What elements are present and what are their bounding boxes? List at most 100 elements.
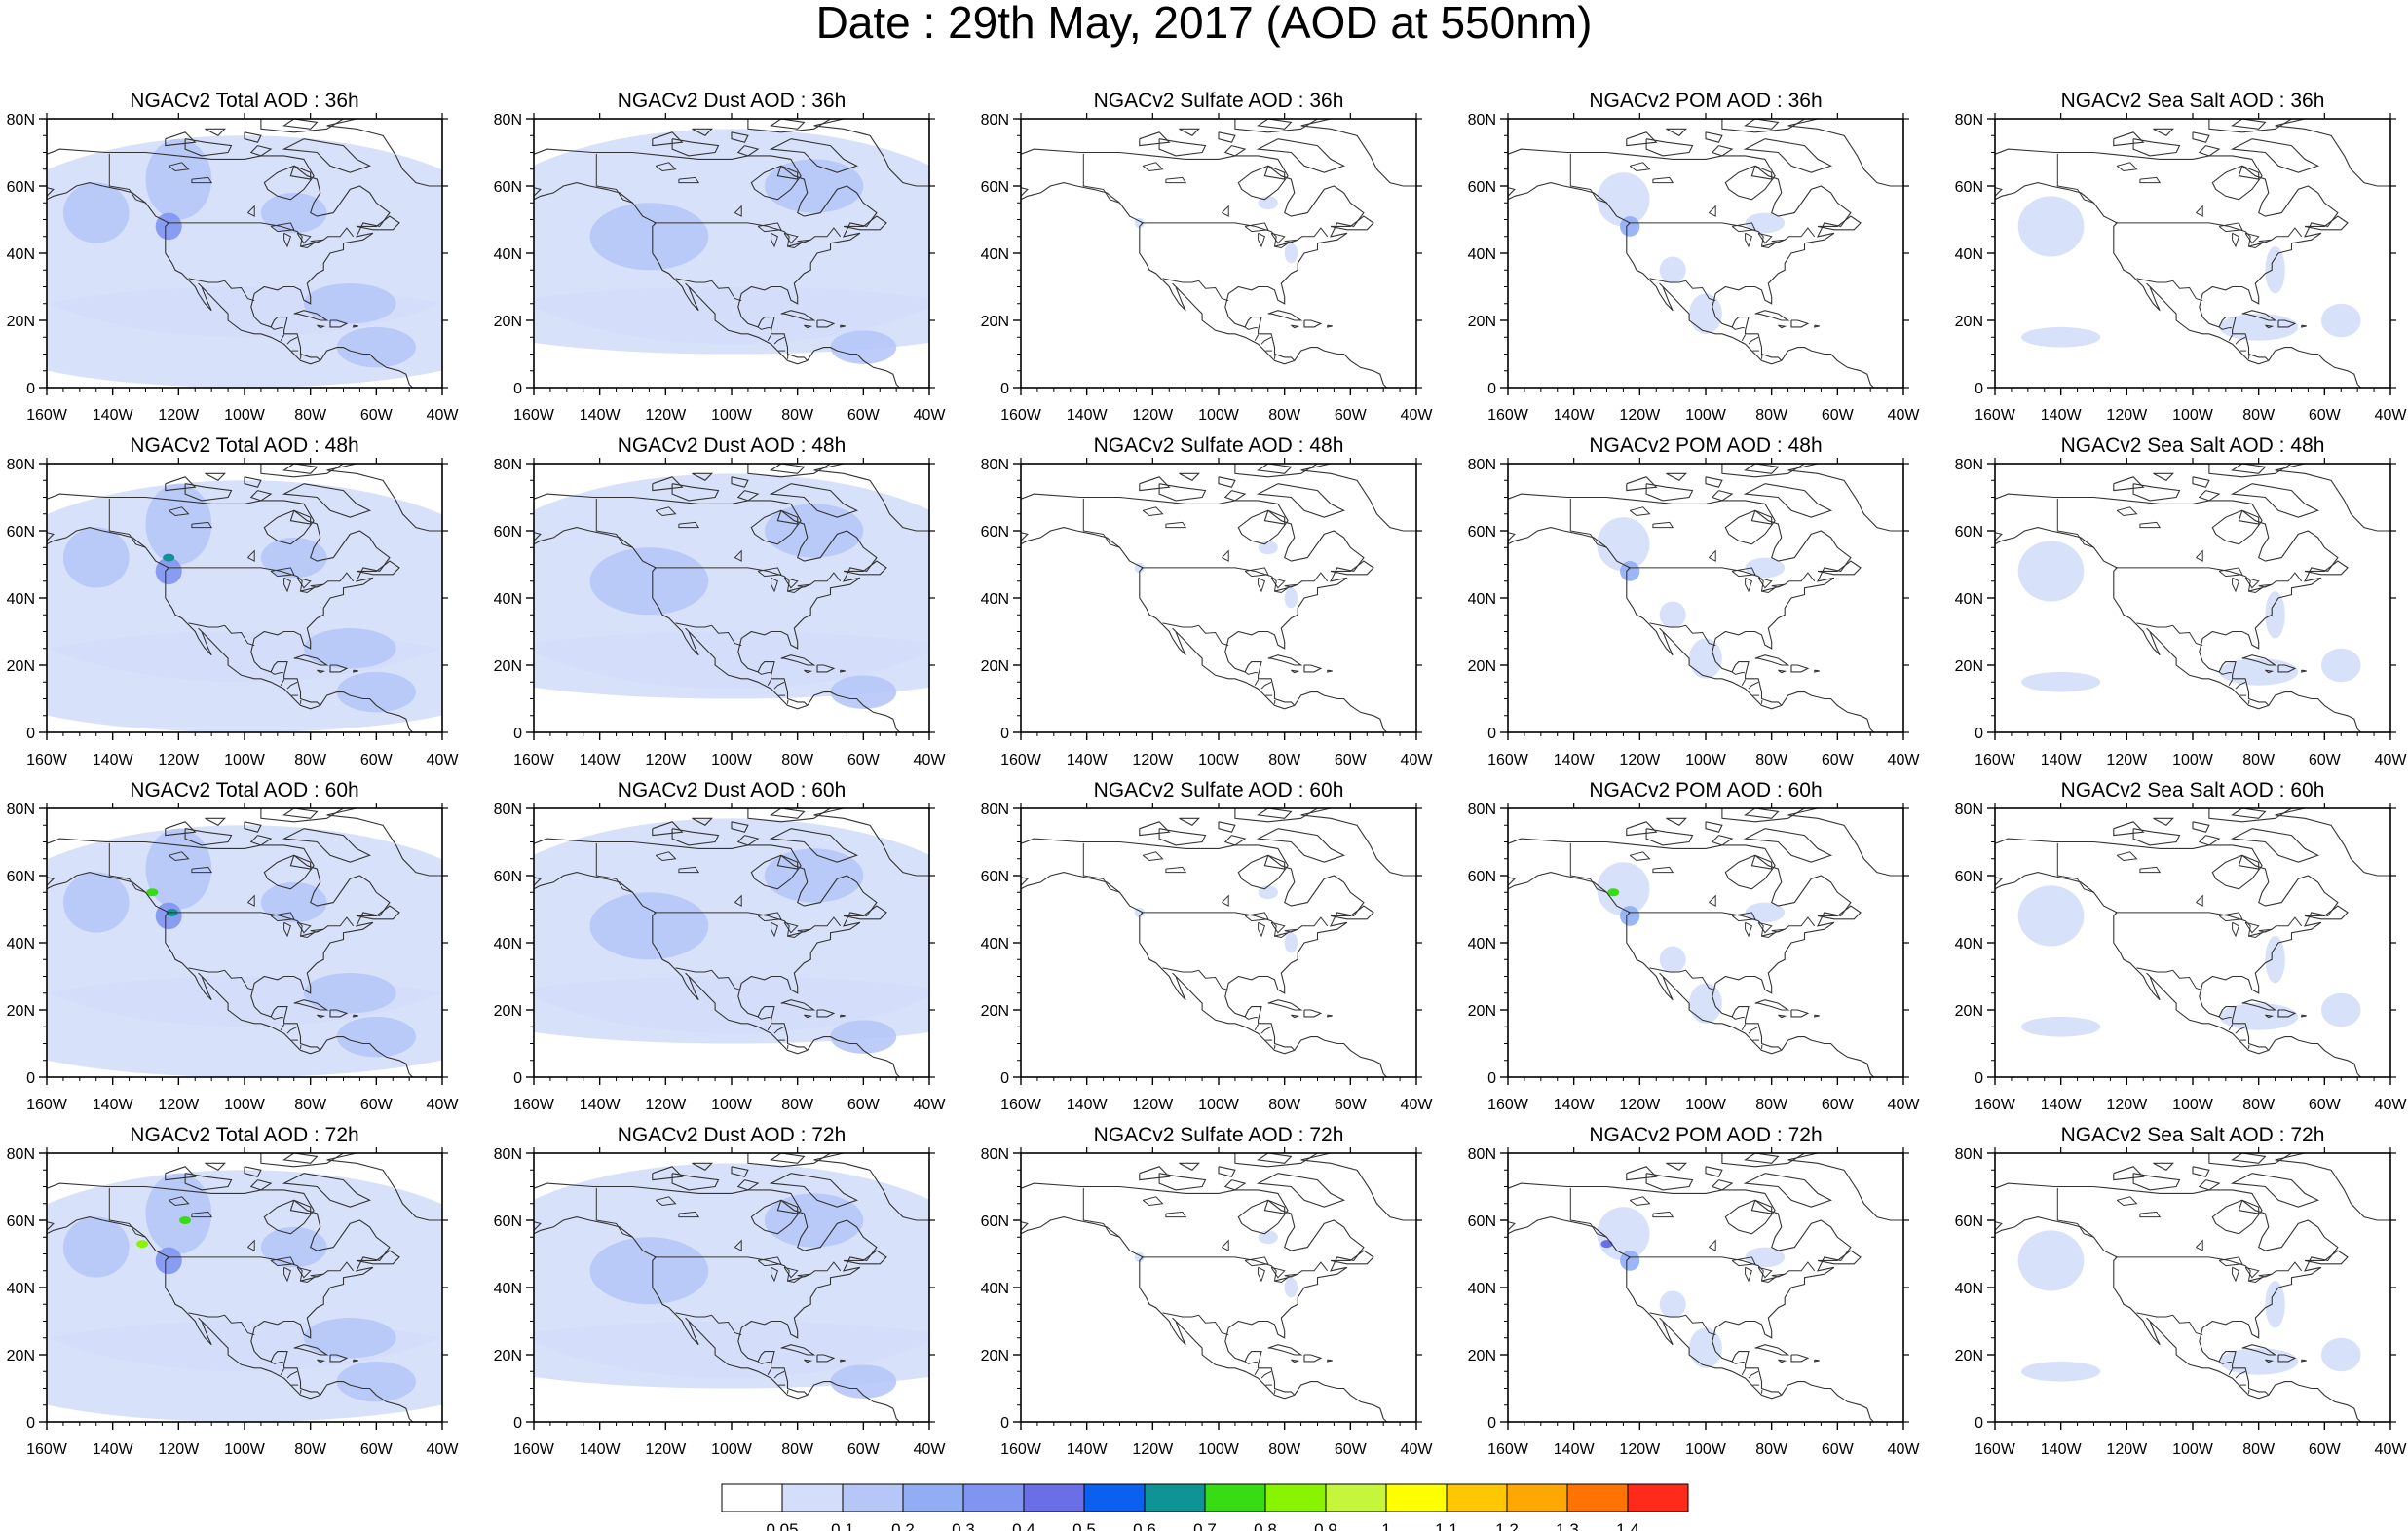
colorbar-swatch xyxy=(1204,1483,1266,1512)
aod-shading xyxy=(2017,196,2085,257)
coastline xyxy=(2230,1173,2320,1208)
coastline xyxy=(2304,1250,2349,1265)
country-border xyxy=(1628,222,1816,247)
lake-outline xyxy=(270,1256,295,1267)
coastline xyxy=(2304,560,2349,576)
country-border xyxy=(2228,679,2234,686)
coastline xyxy=(282,1173,372,1208)
lat-tick-label: 0 xyxy=(1975,1415,1983,1432)
map-panel: NGACv2 Dust AOD : 60h 80N 60N 40N 20N 0 160W 14… xyxy=(494,779,947,1113)
lake-outline xyxy=(2232,1266,2240,1283)
lon-tick-label: 40W xyxy=(2375,1441,2408,1458)
lat-tick-label: 20N xyxy=(494,1348,522,1364)
aod-shading xyxy=(47,631,442,732)
coastline xyxy=(1817,560,1862,576)
aod-shading xyxy=(1597,172,1650,227)
lat-tick-label: 60N xyxy=(981,179,1009,196)
lon-tick-label: 140W xyxy=(2041,1097,2083,1113)
coastline xyxy=(1234,119,1319,133)
coastline xyxy=(1814,324,1820,328)
lake-outline xyxy=(2139,176,2162,184)
aod-field xyxy=(47,1153,442,1422)
coastline xyxy=(2268,1036,2361,1077)
lat-tick-label: 60N xyxy=(494,1214,522,1230)
lon-tick-label: 120W xyxy=(1132,407,1174,424)
lon-tick-label: 100W xyxy=(2172,752,2214,768)
coastline xyxy=(840,669,846,673)
coastline xyxy=(260,808,345,823)
lon-tick-label: 100W xyxy=(2172,1097,2214,1113)
lake-outline xyxy=(2116,851,2138,862)
coastline xyxy=(840,324,846,328)
country-border xyxy=(1741,1024,1747,1030)
lon-tick-label: 60W xyxy=(2309,752,2342,768)
coastline xyxy=(804,324,813,329)
lat-tick-label: 0 xyxy=(1487,381,1496,397)
coastline xyxy=(1263,1199,1286,1214)
coastline xyxy=(2230,138,2320,173)
lake-outline xyxy=(2244,921,2260,934)
lat-tick-label: 20N xyxy=(1468,1003,1496,1020)
country-border xyxy=(675,1312,742,1336)
country-border xyxy=(675,622,742,647)
coastline xyxy=(317,1014,326,1019)
lake-outline xyxy=(678,176,700,184)
country-border xyxy=(1748,1370,1759,1379)
colorbar-swatch xyxy=(902,1483,964,1512)
coastline xyxy=(1626,476,1658,492)
lat-tick-label: 40N xyxy=(494,591,522,608)
lake-outline xyxy=(2218,222,2243,233)
aod-shading xyxy=(1284,243,1298,264)
colorbar-swatch xyxy=(1325,1483,1387,1512)
lon-tick-label: 60W xyxy=(847,407,881,424)
coastline xyxy=(1817,1250,1862,1265)
coastline xyxy=(1139,476,1171,492)
country-border xyxy=(1141,567,1329,592)
aod-shading xyxy=(2021,1016,2101,1037)
aod-shading xyxy=(303,283,396,324)
coastline xyxy=(289,509,312,525)
lake-outline xyxy=(734,205,742,217)
coastline xyxy=(2301,324,2307,328)
country-border xyxy=(188,278,255,302)
map-panel: NGACv2 Sulfate AOD : 60h 80N 60N 40N 20N 0 160… xyxy=(981,779,1434,1113)
coastline xyxy=(1705,821,1723,833)
coastline xyxy=(776,1199,799,1214)
coastline xyxy=(1021,872,1295,1055)
coastline xyxy=(770,808,806,819)
country-border xyxy=(595,153,633,204)
coastline xyxy=(1256,138,1346,173)
coastline xyxy=(1256,828,1346,863)
aod-shading xyxy=(155,902,182,930)
coastline xyxy=(671,483,720,502)
country-border xyxy=(1162,622,1229,647)
coastline xyxy=(1778,1014,1787,1019)
coastline xyxy=(289,1199,312,1214)
lon-tick-label: 60W xyxy=(1822,1097,1855,1113)
country-border xyxy=(654,222,842,247)
lon-tick-label: 160W xyxy=(1000,407,1042,424)
aod-shading xyxy=(1620,561,1640,581)
lake-outline xyxy=(1165,521,1187,529)
coastline xyxy=(1744,1153,1780,1164)
lat-tick-label: 40N xyxy=(1955,1281,1983,1297)
map-panel: NGACv2 Sulfate AOD : 36h 80N 60N 40N 20N 0 160… xyxy=(981,90,1434,424)
lat-tick-label: 80N xyxy=(1955,112,1983,129)
coastline xyxy=(1790,664,1810,673)
lat-tick-label: 60N xyxy=(494,179,522,196)
coastline xyxy=(320,1381,413,1422)
country-border xyxy=(773,1026,785,1034)
lake-outline xyxy=(283,921,292,938)
lake-outline xyxy=(771,232,779,248)
coastline xyxy=(2238,165,2260,180)
lat-tick-label: 20N xyxy=(981,658,1009,675)
lat-tick-label: 20N xyxy=(7,314,35,330)
lon-tick-label: 40W xyxy=(914,1441,947,1458)
aod-shading xyxy=(1689,638,1722,679)
lon-tick-label: 160W xyxy=(513,752,555,768)
country-border xyxy=(1244,671,1258,675)
coastline xyxy=(2192,131,2210,143)
coastline xyxy=(1781,1381,1874,1422)
lake-outline xyxy=(1270,577,1286,589)
